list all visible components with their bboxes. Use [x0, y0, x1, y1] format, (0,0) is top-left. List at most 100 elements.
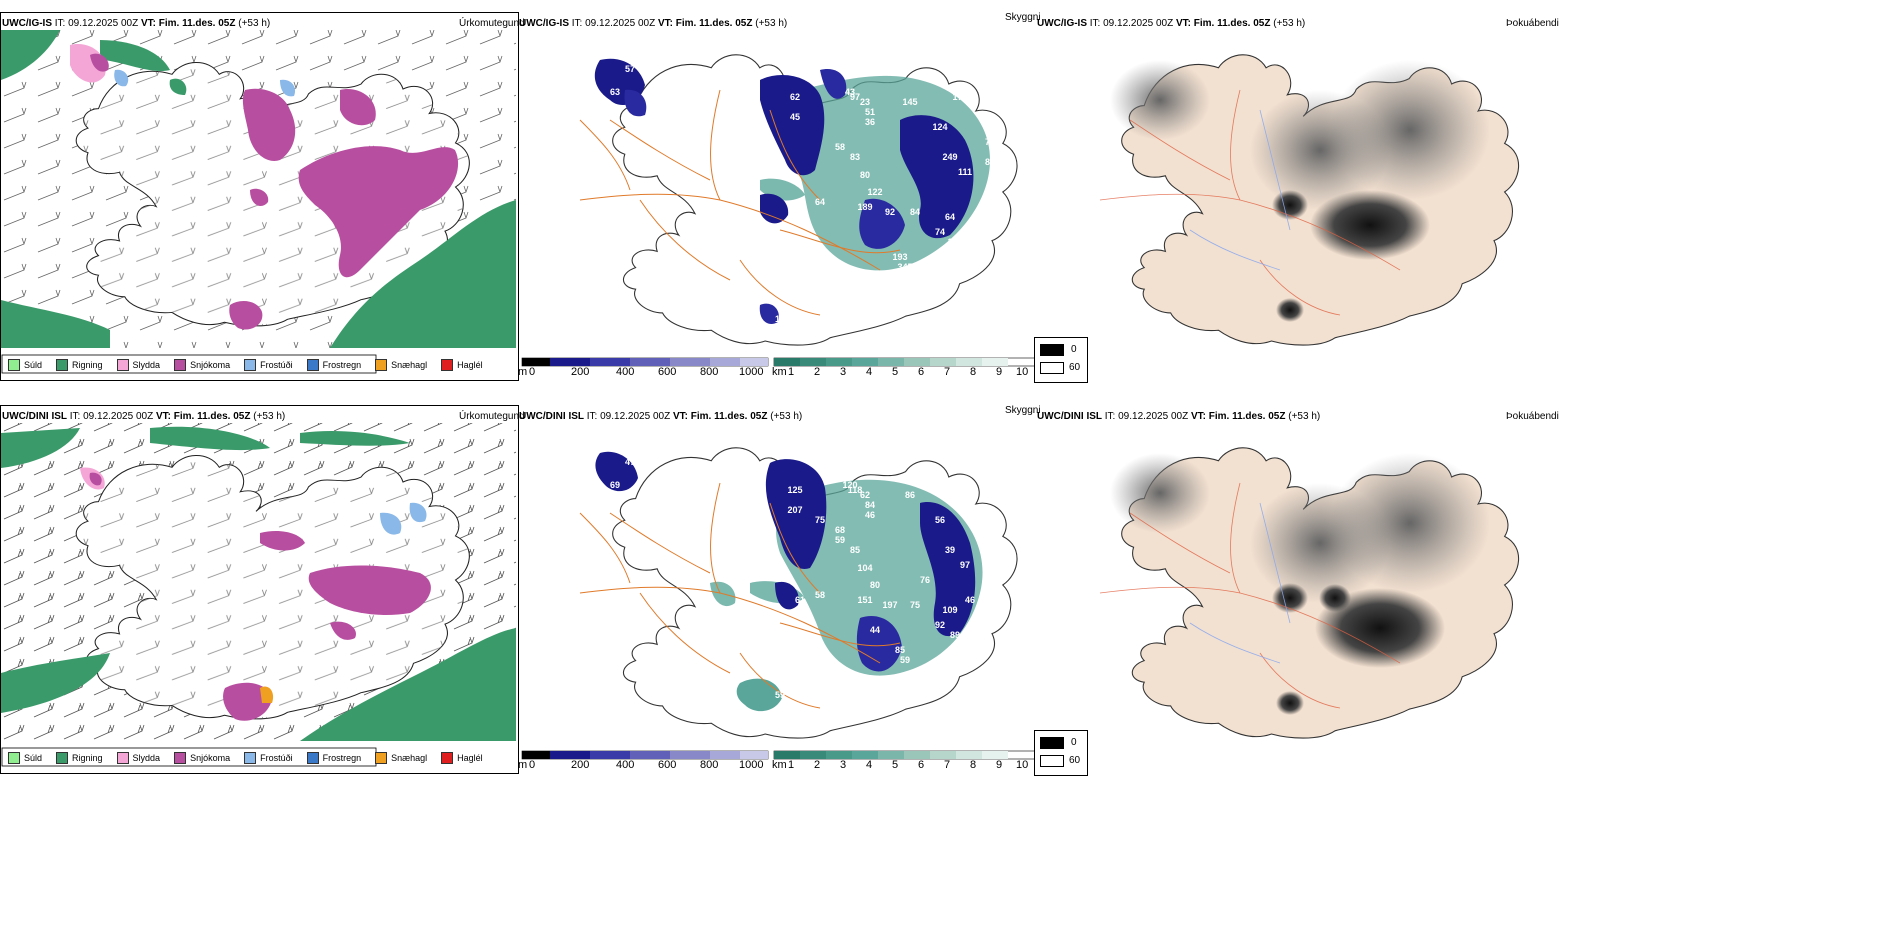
visibility-value-label: 84: [910, 207, 920, 217]
visibility-value-label: 23: [860, 97, 870, 107]
legend-label: Rigning: [72, 753, 103, 763]
legend-item: Frostúði: [244, 359, 293, 371]
visibility-value-label: 122: [867, 187, 882, 197]
legend-swatch: [116, 359, 129, 371]
legend-label: Haglél: [457, 360, 483, 370]
visibility-value-label: 56: [935, 515, 945, 525]
legend-label: Súld: [24, 753, 43, 763]
legend-swatch: [375, 752, 388, 764]
visibility-value-label: 68: [795, 202, 805, 212]
visibility-value-label: 10: [775, 314, 785, 324]
visibility-value-label: 75: [815, 515, 825, 525]
visibility-value-label: 120: [842, 480, 857, 490]
legend-label: Slydda: [132, 753, 161, 763]
bottom-mid-header: UWC/DINI ISL IT: 09.12.2025 00Z VT: Fim.…: [519, 411, 803, 422]
fog-swatch-dark: [1040, 737, 1064, 749]
visibility-value-label: 354: [982, 575, 997, 585]
top-mid-header: UWC/IG-IS IT: 09.12.2025 00Z VT: Fim. 11…: [519, 18, 788, 29]
legend-label: Frostregn: [322, 753, 362, 763]
bottom-fog-map: [1099, 447, 1520, 739]
visibility-value-label: 345: [897, 262, 912, 272]
legend-label: Frostregn: [322, 360, 362, 370]
visibility-value-label: 38: [655, 505, 665, 515]
legend-item: Haglél: [441, 752, 483, 764]
legend-label: Frostúði: [260, 360, 293, 370]
visibility-value-label: 92: [935, 620, 945, 630]
visibility-value-label: 118: [848, 485, 863, 495]
top-visibility-map: [521, 54, 1037, 367]
fog-legend-top: 0 60: [1034, 337, 1088, 383]
legend-swatch: [8, 359, 20, 371]
visibility-value-label: 45: [790, 112, 800, 122]
visibility-value-label: 53: [675, 485, 685, 495]
legend-label: Snæhagl: [391, 753, 428, 763]
visibility-value-label: 59: [775, 690, 785, 700]
legend-item: Súld: [8, 359, 42, 371]
visibility-value-label: 189: [857, 202, 872, 212]
visibility-value-label: 83: [850, 152, 860, 162]
legend-swatch: [116, 752, 129, 764]
legend-item: Slydda: [116, 359, 160, 371]
visibility-value-label: 80: [870, 580, 880, 590]
visibility-value-label: 115: [673, 92, 688, 102]
visibility-value-label: 57: [625, 64, 635, 74]
top-precip-map: [1, 30, 516, 374]
visibility-value-label: 85: [850, 545, 860, 555]
legend-swatch: [244, 359, 257, 371]
legend-label: Snjókoma: [190, 753, 231, 763]
fog-swatch-light: [1040, 755, 1064, 767]
legend-item: Rigning: [56, 359, 103, 371]
panel-title-precip: Úrkomutegund: [459, 18, 525, 29]
legend-swatch: [375, 359, 388, 371]
visibility-value-label: 51: [660, 530, 670, 540]
visibility-value-label: 197: [882, 600, 897, 610]
model-name: UWC/IG-IS: [2, 18, 52, 29]
visibility-value-label: 58: [815, 590, 825, 600]
visibility-value-label: 62: [790, 92, 800, 102]
legend-swatch: [244, 752, 257, 764]
panel-title-visibility: Skyggni: [1005, 12, 1041, 23]
visibility-value-label: 67: [650, 455, 660, 465]
visibility-value-label: 97: [850, 92, 860, 102]
legend-label: Frostúði: [260, 753, 293, 763]
legend-swatch: [174, 752, 187, 764]
visibility-value-label: 109: [942, 605, 957, 615]
visibility-value-label: 46: [985, 510, 995, 520]
legend-item: Súld: [8, 752, 42, 764]
fog-swatch-light: [1040, 362, 1064, 374]
legend-item: Snæhagl: [375, 359, 427, 371]
panel-title-visibility-bottom: Skyggni: [1005, 405, 1041, 416]
visibility-value-label: 74: [935, 227, 945, 237]
visibility-value-label: 62: [860, 490, 870, 500]
panel-title-fog-bottom: Þokuábendi: [1506, 411, 1559, 422]
legend-item: Frostregn: [306, 359, 362, 371]
legend-swatch: [441, 752, 454, 764]
visibility-value-label: 227: [772, 707, 787, 717]
visibility-value-label: 44: [870, 625, 880, 635]
visibility-value-label: 76: [920, 575, 930, 585]
visibility-value-label: 178: [952, 92, 967, 102]
legend-label: Snæhagl: [391, 360, 428, 370]
vis-unit-m: m: [518, 366, 528, 378]
bottom-right-header: UWC/DINI ISL IT: 09.12.2025 00Z VT: Fim.…: [1037, 411, 1321, 422]
visibility-value-label: 63: [985, 550, 995, 560]
visibility-value-label: 145: [902, 97, 917, 107]
visibility-value-label: 51: [865, 107, 875, 117]
visibility-value-label: 106: [947, 237, 962, 247]
visibility-value-label: 104: [857, 563, 872, 573]
legend-swatch: [441, 359, 454, 371]
visibility-value-label: 68: [835, 525, 845, 535]
visibility-value-label: 61: [985, 530, 995, 540]
bottom-precip-map: [1, 423, 516, 767]
visibility-value-label: 61: [795, 595, 805, 605]
visibility-value-label: 86: [905, 490, 915, 500]
visibility-value-label: 193: [892, 252, 907, 262]
visibility-value-label: 111: [958, 167, 972, 177]
visibility-value-label: 75: [910, 600, 920, 610]
visibility-value-label: 50: [650, 62, 660, 72]
legend-label: Rigning: [72, 360, 103, 370]
bottom-visibility-map: [521, 447, 1037, 760]
visibility-value-label: 36: [865, 117, 875, 127]
